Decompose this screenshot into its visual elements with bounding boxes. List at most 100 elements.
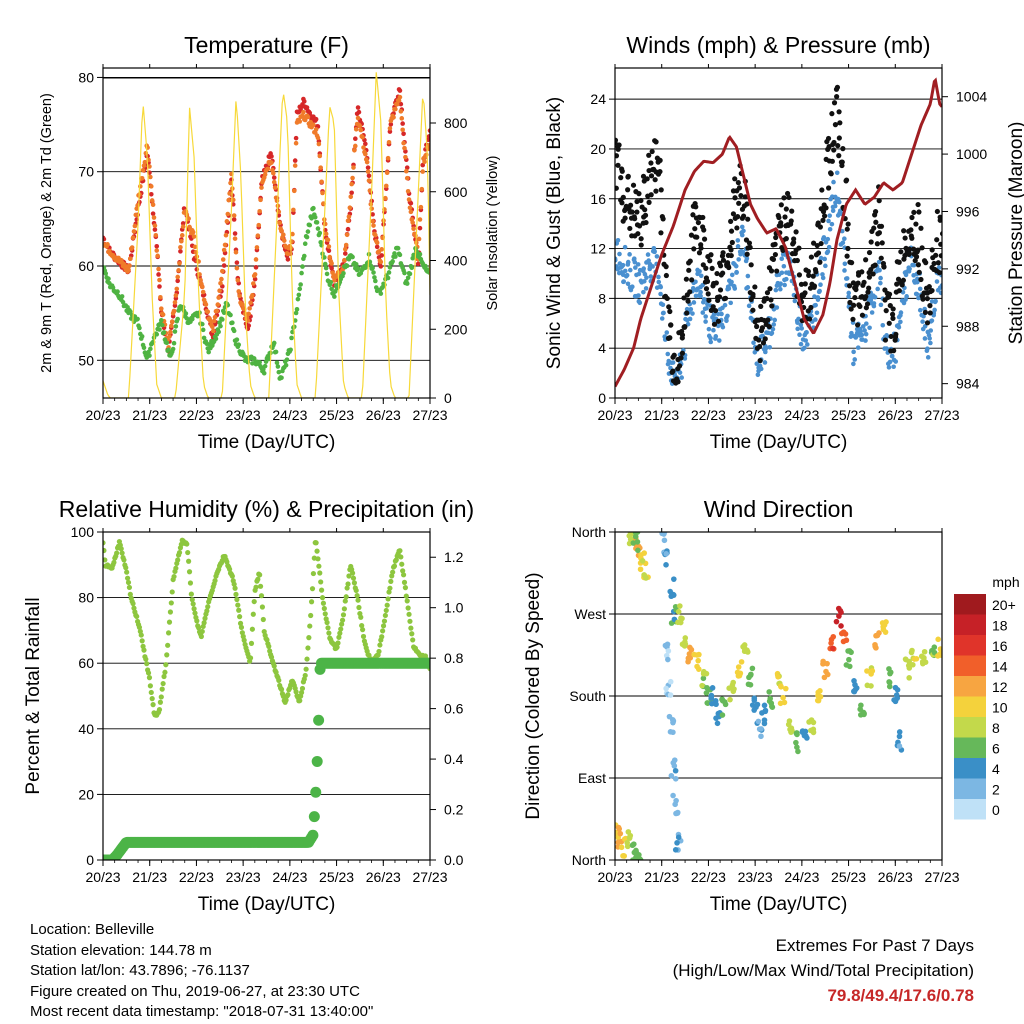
direction-point xyxy=(894,687,901,693)
y-tick-label: 8 xyxy=(598,290,606,306)
winds-series-2-point xyxy=(730,211,737,217)
humidity-series-1-point xyxy=(119,550,125,556)
winds-series-1-point xyxy=(904,294,909,299)
humidity-series-1-point xyxy=(266,643,272,649)
direction-point xyxy=(735,664,742,670)
humidity-series-1-point xyxy=(349,570,356,576)
temperature-series-2-point xyxy=(237,293,242,299)
winds-series-1-point xyxy=(872,294,878,300)
temperature-series-2-point xyxy=(142,159,148,165)
temperature-series-3-point xyxy=(148,346,153,352)
winds-series-2-point xyxy=(831,147,837,153)
winds-series-1-point xyxy=(805,342,810,347)
y-tick-label: South xyxy=(569,688,606,704)
direction-point xyxy=(938,652,942,659)
direction-point xyxy=(695,666,702,672)
temperature-series-2-point xyxy=(272,185,278,190)
winds-series-2-point xyxy=(915,247,921,253)
humidity-series-1-point xyxy=(157,699,163,705)
winds-series-2-point xyxy=(902,235,908,241)
temperature-series-2-point xyxy=(332,278,337,283)
temperature-series-2-point xyxy=(369,206,375,211)
winds-series-2-point xyxy=(922,309,929,316)
winds-series-2-point xyxy=(710,304,716,310)
winds-series-1-point xyxy=(813,317,818,322)
humidity-series-1-point xyxy=(192,610,198,616)
humidity-series-1-point xyxy=(271,663,277,669)
temperature-series-3-point xyxy=(395,245,401,251)
humidity-series-1-point xyxy=(326,630,332,636)
temperature-series-3-point xyxy=(328,279,334,285)
temperature-series-2-point xyxy=(318,165,323,170)
temperature-series-2-point xyxy=(225,211,231,217)
x-tick-label: 24/23 xyxy=(272,407,307,423)
temperature-series-2-point xyxy=(353,127,359,132)
temperature-series-3-point xyxy=(183,311,189,316)
temperature-series-3-point xyxy=(387,265,393,270)
temperature-series-3-point xyxy=(228,312,233,318)
humidity-series-2-point xyxy=(307,829,319,841)
direction-point xyxy=(675,608,682,615)
humidity-series-1-point xyxy=(336,634,342,640)
temperature-series-2-point xyxy=(344,232,350,238)
winds-series-2-point xyxy=(851,302,857,308)
temperature-series-2-point xyxy=(342,257,347,263)
winds-series-1-point xyxy=(660,302,666,308)
direction-point xyxy=(761,720,768,727)
temperature-series-3-point xyxy=(344,263,350,269)
temperature-series-2-point xyxy=(262,172,268,177)
winds-series-2-point xyxy=(750,291,756,297)
winds-series-2-point xyxy=(808,254,815,260)
winds-series-1-point xyxy=(916,295,921,301)
y2-tick-label: 0.8 xyxy=(444,650,464,666)
temperature-series-1-point xyxy=(246,323,252,328)
winds-series-1-point xyxy=(624,272,630,278)
winds-series-1-point xyxy=(625,259,631,265)
winds-series-2-point xyxy=(653,139,659,145)
winds-series-2-point xyxy=(636,223,643,229)
winds-series-2-point xyxy=(872,209,879,215)
winds-series-2-point xyxy=(844,226,850,232)
temperature-series-2-point xyxy=(214,308,220,314)
temperature-series-1-point xyxy=(154,244,160,249)
direction-point xyxy=(641,550,648,556)
humidity-series-1-point xyxy=(205,604,211,610)
direction-point xyxy=(665,656,671,663)
winds-series-1-point xyxy=(820,272,825,277)
humidity-series-1-point xyxy=(382,612,388,619)
temperature-series-2-point xyxy=(220,257,226,262)
temperature-series-3-point xyxy=(213,336,219,342)
winds-series-2-point xyxy=(886,320,892,326)
winds-series-2-point xyxy=(667,308,673,315)
direction-point xyxy=(815,692,821,699)
humidity-series-1-point xyxy=(356,604,362,611)
direction-point xyxy=(668,772,675,779)
direction-point xyxy=(634,532,641,535)
humidity-series-1-point xyxy=(337,630,343,636)
winds-series-1-point xyxy=(842,236,847,242)
temperature-series-3-point xyxy=(251,356,257,361)
humidity-series-1-point xyxy=(353,587,359,594)
temperature-series-3-point xyxy=(199,321,205,327)
winds-series-2-point xyxy=(772,241,778,247)
temperature-series-2-point xyxy=(130,235,136,240)
winds-series-1-point xyxy=(774,305,780,310)
winds-plot-area xyxy=(615,77,942,388)
winds-series-2-point xyxy=(698,245,704,251)
winds-series-2-point xyxy=(750,307,756,313)
temperature-series-1-point xyxy=(387,129,393,134)
y-tick-label: 4 xyxy=(598,340,606,356)
winds-series-1-point xyxy=(859,332,865,338)
winds-series-2-point xyxy=(690,212,696,218)
temperature-series-2-point xyxy=(366,178,372,183)
winds-series-2-point xyxy=(915,262,921,268)
winds-series-1-point xyxy=(687,316,693,322)
x-tick-label: 24/23 xyxy=(272,869,307,885)
temperature-series-3-point xyxy=(115,289,120,294)
winds-series-1-point xyxy=(927,336,932,341)
temperature-series-3-point xyxy=(423,263,428,269)
temperature-series-2-point xyxy=(329,261,334,266)
humidity-series-1-point xyxy=(161,673,167,680)
station-info: Location: Belleville Station elevation: … xyxy=(30,920,373,1023)
winds-series-1-point xyxy=(778,286,783,292)
